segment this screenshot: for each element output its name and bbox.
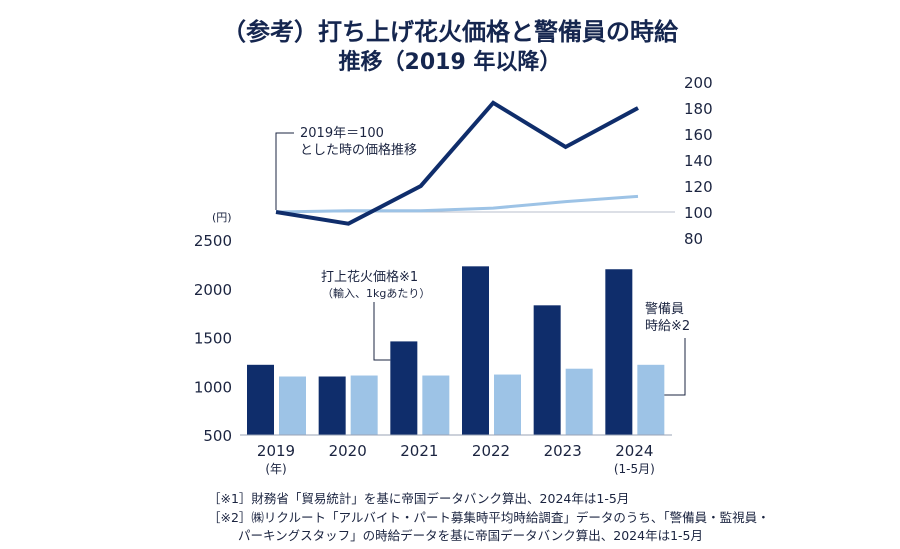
legend-guard-label: 警備員 xyxy=(645,301,684,317)
bar-guard-wage xyxy=(279,376,306,435)
right-y-tick-label: 140 xyxy=(684,152,713,170)
bar-fireworks xyxy=(318,376,346,435)
bar-guard-wage xyxy=(637,364,665,435)
bar-fireworks xyxy=(247,364,274,435)
right-y-tick-label: 180 xyxy=(684,100,713,118)
bar-guard-wage xyxy=(422,375,450,435)
y-tick-label: 2500 xyxy=(194,232,232,250)
footnote-1: ［※1］財務省「貿易統計」を基に帝国データバンク算出、2024年は1-5月 xyxy=(208,491,630,506)
bar-guard-wage xyxy=(494,374,521,435)
x-tick-label: 2024 xyxy=(615,442,653,460)
right-y-tick-label: 120 xyxy=(684,178,713,196)
right-y-tick-label: 100 xyxy=(684,204,713,222)
line-guard-wage-index xyxy=(275,194,639,214)
legend-guard-leader xyxy=(664,338,686,396)
y-tick-label: 1000 xyxy=(194,378,232,396)
x-tick-label: 2020 xyxy=(329,442,367,460)
bar-fireworks xyxy=(390,341,418,435)
line-annotation-leader xyxy=(275,132,294,210)
chart-title-line1: （参考）打ち上げ花火価格と警備員の時給 xyxy=(222,18,678,46)
y-tick-label: 1500 xyxy=(194,330,232,348)
legend-fireworks-leader xyxy=(373,302,391,361)
x-tick-sublabel: (1-5月) xyxy=(614,462,655,476)
bar-fireworks xyxy=(533,305,561,435)
x-tick-sublabel: (年) xyxy=(265,462,286,476)
line-fireworks-index xyxy=(275,100,639,226)
right-y-tick-label: 160 xyxy=(684,126,713,144)
x-tick-label: 2021 xyxy=(400,442,438,460)
footnote-2-line1: ［※2］㈱リクルート「アルバイト・パート募集時平均時給調査」データのうち、「警備… xyxy=(208,510,770,525)
y-unit-label: (円) xyxy=(212,211,232,224)
bar-fireworks xyxy=(605,269,633,435)
y-tick-label: 500 xyxy=(203,427,232,445)
bar-fireworks xyxy=(462,266,489,435)
legend-fireworks-sublabel: （輸入、1kgあたり） xyxy=(322,286,430,300)
y-tick-label: 2000 xyxy=(194,281,232,299)
x-tick-label: 2019 xyxy=(257,442,295,460)
bar-guard-wage xyxy=(350,375,378,435)
legend-guard-sublabel: 時給※2 xyxy=(645,319,690,334)
legend-fireworks-label: 打上花火価格※1 xyxy=(321,269,418,285)
bar-guard-wage xyxy=(565,368,593,435)
x-tick-label: 2022 xyxy=(472,442,510,460)
line-annotation-line1: 2019年＝100 xyxy=(300,126,384,141)
line-annotation-line2: とした時の価格推移 xyxy=(300,142,417,158)
chart-title-line2: 推移（2019 年以降） xyxy=(338,50,562,75)
right-y-tick-label: 80 xyxy=(684,230,703,248)
x-tick-label: 2023 xyxy=(544,442,582,460)
right-y-tick-label: 200 xyxy=(684,74,713,92)
footnote-2-line2: パーキングスタッフ」の時給データを基に帝国データバンク算出、2024年は1-5月 xyxy=(238,528,703,543)
